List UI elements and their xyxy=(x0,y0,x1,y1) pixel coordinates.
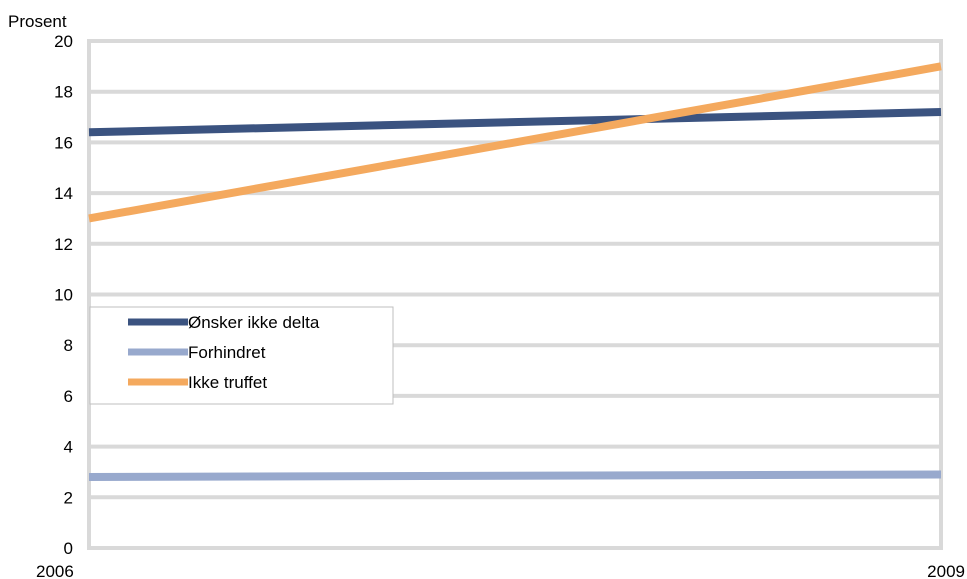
y-tick-label: 6 xyxy=(64,387,73,406)
y-tick-label: 10 xyxy=(54,286,73,305)
legend: Ønsker ikke delta Forhindret Ikke truffet xyxy=(89,306,394,405)
grid xyxy=(89,89,941,500)
x-tick-label: 2006 xyxy=(36,562,74,579)
y-axis-label: Prosent xyxy=(8,12,67,31)
y-tick-label: 2 xyxy=(64,488,73,507)
y-tick-label: 20 xyxy=(54,32,73,51)
x-axis-ticks: 2006 2009 xyxy=(36,562,965,579)
series-line-1 xyxy=(88,470,942,482)
x-tick-label: 2009 xyxy=(927,562,965,579)
legend-label-0: Ønsker ikke delta xyxy=(188,313,320,332)
plot-frame xyxy=(87,39,943,550)
y-tick-label: 16 xyxy=(54,133,73,152)
y-tick-label: 12 xyxy=(54,235,73,254)
legend-label-1: Forhindret xyxy=(188,343,266,362)
y-tick-label: 18 xyxy=(54,83,73,102)
series xyxy=(88,62,942,482)
y-axis-ticks: 0 2 4 6 8 10 12 14 16 18 20 xyxy=(54,32,73,558)
y-tick-label: 0 xyxy=(64,539,73,558)
y-tick-label: 14 xyxy=(54,184,73,203)
series-line-2 xyxy=(88,62,942,223)
y-tick-label: 4 xyxy=(64,438,73,457)
series-line-0 xyxy=(88,107,942,137)
y-tick-label: 8 xyxy=(64,336,73,355)
legend-label-2: Ikke truffet xyxy=(188,373,267,392)
